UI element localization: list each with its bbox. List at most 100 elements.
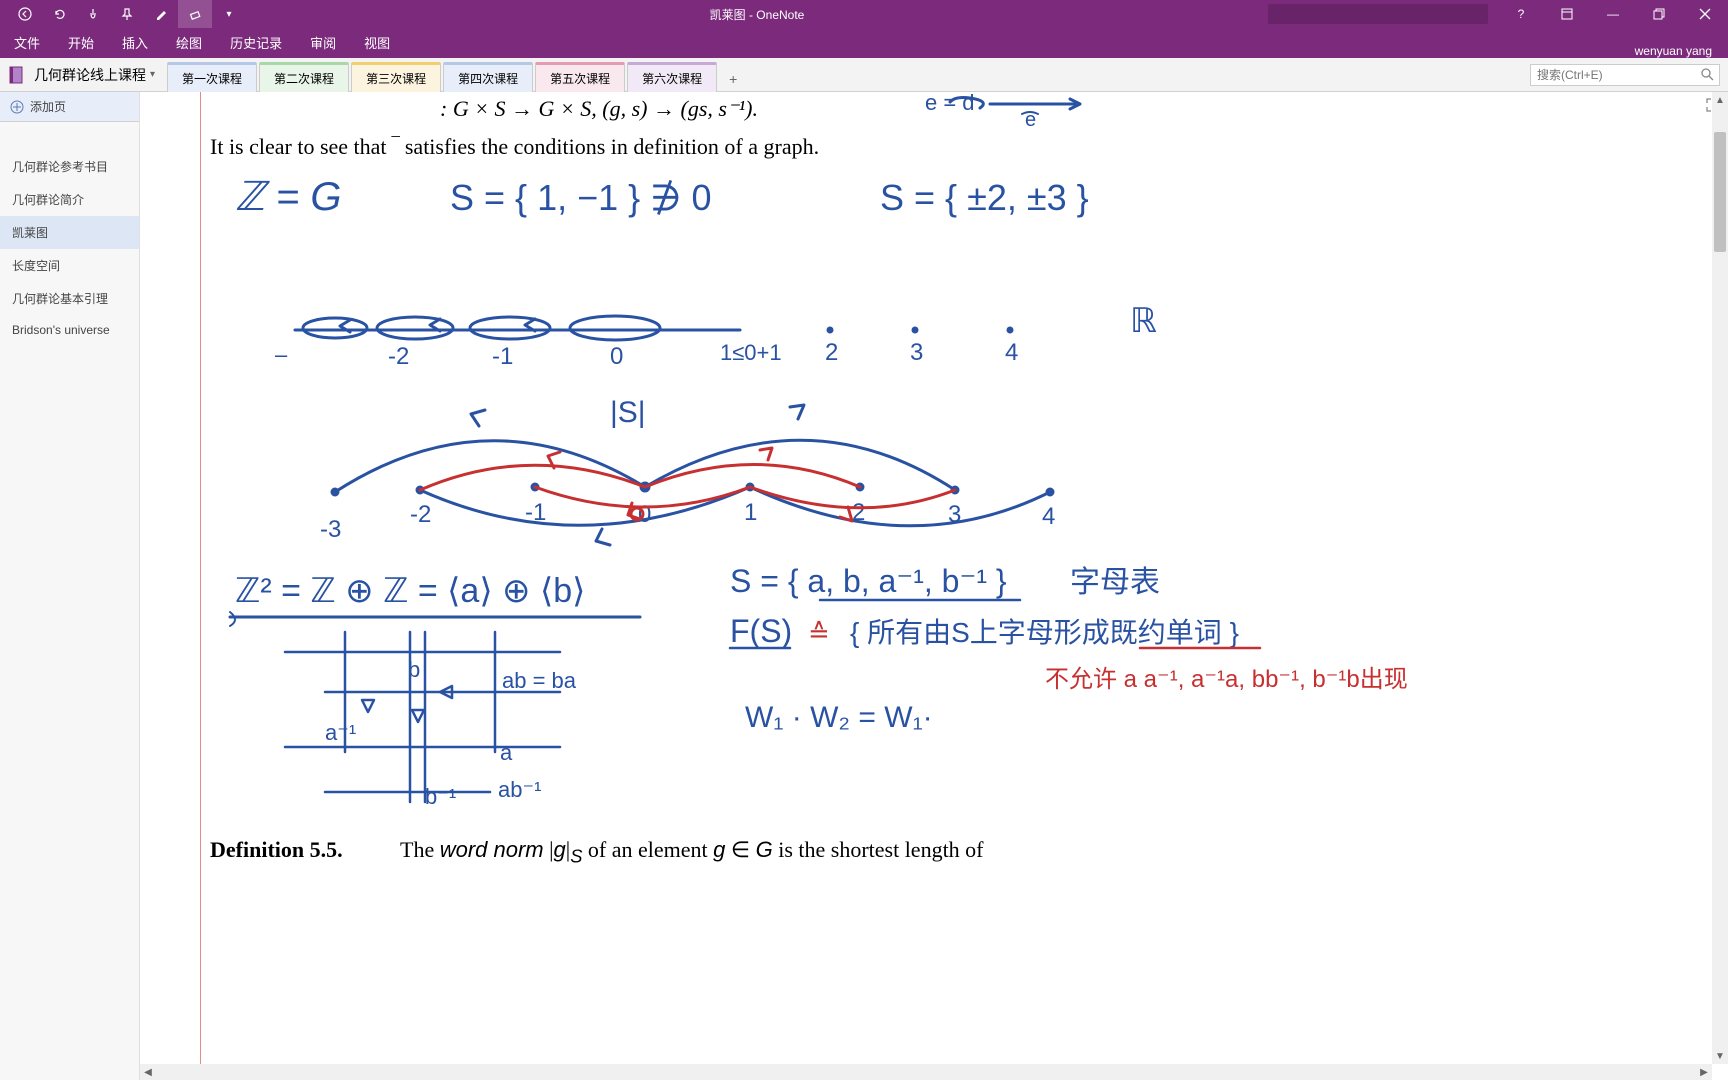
- notebook-name: 几何群论线上课程: [34, 65, 146, 85]
- svg-text:b⁻¹: b⁻¹: [425, 784, 456, 809]
- section-tab-5[interactable]: 第五次课程: [535, 62, 625, 92]
- svg-text:4: 4: [1042, 503, 1055, 530]
- ribbon-tab-home[interactable]: 开始: [54, 27, 108, 58]
- ribbon-tab-view[interactable]: 视图: [350, 27, 404, 58]
- vscroll-thumb[interactable]: [1714, 132, 1726, 252]
- window-controls: ? —: [1498, 0, 1728, 28]
- user-name[interactable]: wenyuan yang: [1619, 44, 1728, 58]
- ink-layer: e = d e ℤ = G S = { 1, −1 } ∌ 0 S = { ±2…: [140, 92, 1728, 1080]
- plus-circle-icon: [10, 100, 24, 114]
- scroll-down-arrow[interactable]: ▼: [1712, 1048, 1728, 1064]
- help-button[interactable]: ?: [1498, 0, 1544, 28]
- search-icon[interactable]: [1700, 67, 1716, 88]
- page-item-lemma[interactable]: 几何群论基本引理: [0, 282, 139, 315]
- main-area: 添加页 几何群论参考书目 几何群论简介 凯莱图 长度空间 几何群论基本引理 Br…: [0, 92, 1728, 1080]
- section-bar: 几何群论线上课程 ▾ 第一次课程 第二次课程 第三次课程 第四次课程 第五次课程…: [0, 58, 1728, 92]
- search-input[interactable]: [1530, 64, 1720, 86]
- touch-mode-button[interactable]: [76, 0, 110, 28]
- minimize-button[interactable]: —: [1590, 0, 1636, 28]
- ribbon-tab-history[interactable]: 历史记录: [216, 27, 296, 58]
- page-item-length[interactable]: 长度空间: [0, 249, 139, 282]
- svg-text:-3: -3: [320, 516, 341, 543]
- pen-button[interactable]: [144, 0, 178, 28]
- svg-text:1≤0+1: 1≤0+1: [720, 340, 782, 365]
- scroll-up-arrow[interactable]: ▲: [1712, 92, 1728, 108]
- notebook-icon: [6, 64, 28, 86]
- svg-text:S = { ±2, ±3 }: S = { ±2, ±3 }: [880, 177, 1089, 218]
- svg-text:4: 4: [1005, 339, 1018, 366]
- svg-text:≙: ≙: [808, 618, 830, 648]
- margin-rule: [200, 92, 201, 1080]
- section-tab-2[interactable]: 第二次课程: [259, 62, 349, 92]
- svg-text:a⁻¹: a⁻¹: [325, 720, 356, 745]
- scroll-right-arrow[interactable]: ▶: [1696, 1064, 1712, 1080]
- def-head: Definition 5.5.: [210, 837, 343, 863]
- chevron-down-icon: ▾: [150, 69, 155, 80]
- svg-text:2: 2: [852, 499, 865, 526]
- svg-text:3: 3: [948, 501, 961, 528]
- svg-text:0: 0: [610, 343, 623, 370]
- svg-text:F(S): F(S): [730, 613, 792, 649]
- svg-text:1: 1: [744, 499, 757, 526]
- ribbon-tab-draw[interactable]: 绘图: [162, 27, 216, 58]
- svg-text:ab = ba: ab = ba: [502, 668, 577, 693]
- svg-text:{ 所有由S上字母形成既约单词 }: { 所有由S上字母形成既约单词 }: [850, 617, 1239, 648]
- svg-text:字母表: 字母表: [1070, 566, 1160, 599]
- svg-text:e: e: [1025, 109, 1036, 131]
- page-list: 添加页 几何群论参考书目 几何群论简介 凯莱图 长度空间 几何群论基本引理 Br…: [0, 92, 140, 1080]
- svg-text:ab⁻¹: ab⁻¹: [498, 777, 541, 802]
- horizontal-scrollbar[interactable]: ◀ ▶: [140, 1064, 1712, 1080]
- section-tab-6[interactable]: 第六次课程: [627, 62, 717, 92]
- add-section-button[interactable]: +: [719, 67, 747, 91]
- back-button[interactable]: [8, 0, 42, 28]
- printed-line-2: It is clear to see that ‾ satisfies the …: [210, 134, 819, 160]
- svg-text:ℤ² = ℤ ⊕ ℤ = ⟨a⟩ ⊕ ⟨b⟩: ℤ² = ℤ ⊕ ℤ = ⟨a⟩ ⊕ ⟨b⟩: [235, 572, 585, 610]
- search-wrap: [1530, 64, 1720, 86]
- add-page-label: 添加页: [30, 98, 66, 115]
- page-item-bridson[interactable]: Bridson's universe: [0, 315, 139, 345]
- page-item-cayley[interactable]: 凯莱图: [0, 216, 139, 249]
- svg-text:-1: -1: [492, 343, 513, 370]
- page-item-refs[interactable]: 几何群论参考书目: [0, 150, 139, 183]
- svg-text:0: 0: [638, 501, 651, 528]
- close-button[interactable]: [1682, 0, 1728, 28]
- svg-text:S = { a, b, a⁻¹, b⁻¹ }: S = { a, b, a⁻¹, b⁻¹ }: [730, 563, 1007, 599]
- svg-text:2: 2: [825, 339, 838, 366]
- section-tabs: 第一次课程 第二次课程 第三次课程 第四次课程 第五次课程 第六次课程 +: [167, 58, 747, 91]
- restore-button[interactable]: [1636, 0, 1682, 28]
- pin-button[interactable]: [110, 0, 144, 28]
- svg-text:3: 3: [910, 339, 923, 366]
- def-body: The word norm |g|S of an element g ∈ G i…: [400, 837, 984, 867]
- fullscreen-button[interactable]: [1544, 0, 1590, 28]
- add-page-button[interactable]: 添加页: [0, 92, 139, 122]
- section-tab-4[interactable]: 第四次课程: [443, 62, 533, 92]
- svg-text:ℝ: ℝ: [1130, 302, 1157, 340]
- canvas[interactable]: : G × S → G × S, (g, s) → (gs, s⁻¹). It …: [140, 92, 1728, 1080]
- svg-text:–: –: [275, 342, 288, 367]
- window-title: 凯莱图 - OneNote: [246, 6, 1268, 23]
- printed-formula-1: : G × S → G × S, (g, s) → (gs, s⁻¹).: [440, 96, 758, 122]
- ribbon-tab-review[interactable]: 审阅: [296, 27, 350, 58]
- ribbon-collapsed-placeholder: [1268, 4, 1488, 24]
- svg-text:-2: -2: [410, 501, 431, 528]
- quick-access-toolbar: ▾: [0, 0, 246, 28]
- ribbon-tab-insert[interactable]: 插入: [108, 27, 162, 58]
- qat-more-button[interactable]: ▾: [212, 0, 246, 28]
- page-item-intro[interactable]: 几何群论简介: [0, 183, 139, 216]
- svg-text:-2: -2: [388, 343, 409, 370]
- undo-button[interactable]: [42, 0, 76, 28]
- eraser-button[interactable]: [178, 0, 212, 28]
- title-bar: ▾ 凯莱图 - OneNote ? —: [0, 0, 1728, 28]
- scroll-left-arrow[interactable]: ◀: [140, 1064, 156, 1080]
- ribbon-tabs: 文件 开始 插入 绘图 历史记录 审阅 视图 wenyuan yang: [0, 28, 1728, 58]
- ribbon-tab-file[interactable]: 文件: [0, 27, 54, 58]
- section-tab-1[interactable]: 第一次课程: [167, 62, 257, 92]
- svg-text:|S|: |S|: [610, 396, 646, 429]
- svg-text:a: a: [500, 740, 513, 765]
- svg-text:ℤ = G: ℤ = G: [235, 175, 341, 219]
- section-tab-3[interactable]: 第三次课程: [351, 62, 441, 92]
- notebook-dropdown[interactable]: 几何群论线上课程 ▾: [28, 65, 161, 85]
- svg-text:W₁ · W₂ = W₁·: W₁ · W₂ = W₁·: [745, 701, 933, 734]
- vertical-scrollbar[interactable]: ▲ ▼: [1712, 92, 1728, 1064]
- svg-text:-1: -1: [525, 499, 546, 526]
